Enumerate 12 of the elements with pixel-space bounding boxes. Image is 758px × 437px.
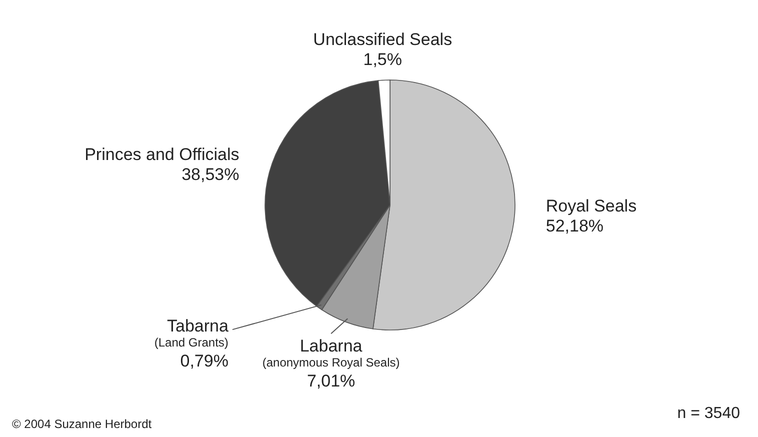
slice-label: Unclassified Seals xyxy=(313,30,452,49)
data-label: 38,53% xyxy=(182,164,240,184)
text: © 2004 Suzanne Herbordt xyxy=(12,417,152,431)
data-label: 0,79% xyxy=(180,352,228,371)
slice-label: Royal Seals xyxy=(546,196,637,216)
data-label: 1,5% xyxy=(363,50,402,69)
text: n = 3540 xyxy=(677,405,740,422)
slice-label: Labarna (anonymous Royal Seals) xyxy=(262,336,400,370)
data-label: 7,01% xyxy=(306,372,356,391)
slice-label: Princes and Officials xyxy=(84,144,240,164)
data-label: 52,18% xyxy=(546,216,604,236)
slice-label: Tabarna (Land Grants) xyxy=(154,316,229,350)
